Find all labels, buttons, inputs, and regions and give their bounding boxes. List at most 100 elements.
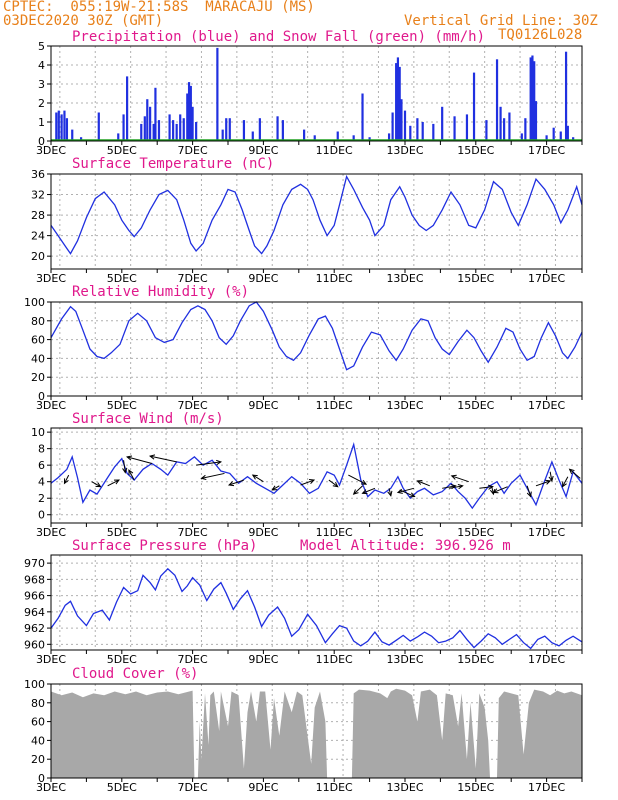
precip-bar — [416, 118, 419, 141]
y-tick-label: 40 — [31, 734, 45, 747]
precip-bar — [225, 118, 228, 141]
panel-title: Surface Wind (m/s) — [72, 411, 224, 427]
y-tick-label: 60 — [31, 334, 45, 347]
precip-bar — [529, 57, 532, 141]
x-tick-label: 9DEC — [248, 272, 278, 285]
precip-bar — [533, 61, 536, 142]
precip-bar — [564, 51, 568, 142]
wind-vector — [64, 474, 70, 484]
precip-bar — [143, 116, 146, 141]
wind-vector — [535, 480, 551, 487]
x-tick-label: 5DEC — [107, 526, 137, 539]
series-line — [50, 174, 583, 255]
precip-bar — [97, 112, 100, 141]
wind-vector-head — [63, 478, 69, 485]
precip-bar — [472, 72, 476, 141]
precip-bar — [152, 123, 155, 141]
precip-bar — [186, 93, 189, 141]
x-tick-label: 17DEC — [528, 144, 565, 157]
wind-vector — [353, 485, 363, 495]
precip-bar — [352, 135, 355, 141]
precip-bar — [524, 118, 527, 141]
header-code: TQ0126L028 — [498, 27, 583, 43]
precip-bar — [172, 120, 175, 141]
wind-vector — [562, 476, 569, 487]
wind-vector — [479, 486, 493, 489]
precip-bar — [400, 99, 403, 141]
precip-bar — [485, 120, 488, 141]
panel-frame — [50, 683, 583, 779]
wind-vector — [91, 481, 101, 488]
wind-vector-head — [457, 484, 464, 490]
x-tick-label: 17DEC — [528, 653, 565, 666]
wind-vector-head — [361, 479, 368, 485]
precip-bar — [189, 85, 192, 141]
wind-vector — [442, 485, 456, 489]
wind-vector — [493, 486, 508, 493]
wind-vector — [126, 456, 153, 465]
x-tick-label: 3DEC — [36, 144, 66, 157]
x-tick-label: 3DEC — [36, 526, 66, 539]
header-line1: CPTEC: 055:19W-21:58S MARACAJU (MS) — [3, 0, 315, 15]
precip-bar — [146, 99, 149, 141]
wind-vector — [348, 474, 367, 485]
precip-bar — [281, 120, 284, 141]
y-tick-label: 8 — [38, 443, 45, 456]
wind-vector-head — [489, 489, 496, 496]
y-tick-label: 968 — [24, 573, 45, 586]
wind-vector-head — [492, 488, 499, 494]
panel-frame — [50, 554, 583, 651]
precip-bar — [187, 82, 191, 141]
precip-bar — [122, 114, 125, 141]
precip-bar — [242, 120, 246, 141]
x-tick-label: 9DEC — [248, 144, 278, 157]
y-tick-label: 1 — [38, 116, 45, 129]
x-tick-label: 9DEC — [248, 781, 278, 794]
y-tick-label: 0 — [38, 390, 45, 403]
precip-bar — [441, 106, 444, 141]
panel-frame — [50, 173, 583, 270]
precip-bar — [465, 114, 469, 141]
precip-bar — [117, 133, 120, 141]
x-tick-label: 15DEC — [457, 272, 494, 285]
wind-vector — [107, 479, 120, 487]
wind-vector-head — [128, 469, 134, 476]
wind-vector-head — [361, 489, 368, 495]
precip-bar — [65, 118, 69, 141]
wind-vector — [228, 479, 245, 486]
x-tick-label: 11DEC — [316, 526, 353, 539]
wind-vector — [328, 479, 339, 488]
model-altitude: Model Altitude: 396.926 m — [300, 538, 511, 554]
x-tick-label: 7DEC — [178, 526, 208, 539]
wind-vector-head — [200, 474, 207, 481]
y-tick-label: 40 — [31, 352, 45, 365]
x-tick-label: 9DEC — [248, 399, 278, 412]
wind-vector-head — [251, 474, 258, 480]
x-tick-label: 11DEC — [316, 653, 353, 666]
x-tick-label: 13DEC — [386, 399, 423, 412]
y-tick-label: 28 — [31, 209, 45, 222]
header-grid-note: Vertical Grid Line: 30Z — [404, 13, 598, 29]
precip-bar — [251, 131, 254, 141]
wind-vector-head — [487, 484, 494, 490]
precip-bar — [216, 47, 219, 141]
x-tick-label: 17DEC — [528, 399, 565, 412]
precip-bar — [387, 133, 391, 141]
panel-frame — [50, 45, 583, 142]
y-tick-label: 100 — [24, 296, 45, 309]
y-tick-label: 964 — [24, 606, 45, 619]
series-line — [50, 442, 583, 510]
x-tick-label: 7DEC — [178, 399, 208, 412]
wind-vector-head — [216, 459, 223, 466]
y-tick-label: 80 — [31, 315, 45, 328]
precip-bar — [336, 131, 339, 141]
y-tick-label: 20 — [31, 753, 45, 766]
precip-bar — [403, 110, 407, 141]
panel-title: Surface Temperature (nC) — [72, 156, 274, 172]
wind-vector-head — [122, 467, 128, 474]
precip-bar — [398, 66, 401, 141]
x-tick-label: 15DEC — [457, 781, 494, 794]
y-tick-label: 970 — [24, 557, 45, 570]
y-tick-label: 0 — [38, 509, 45, 522]
wind-vector — [569, 468, 581, 479]
